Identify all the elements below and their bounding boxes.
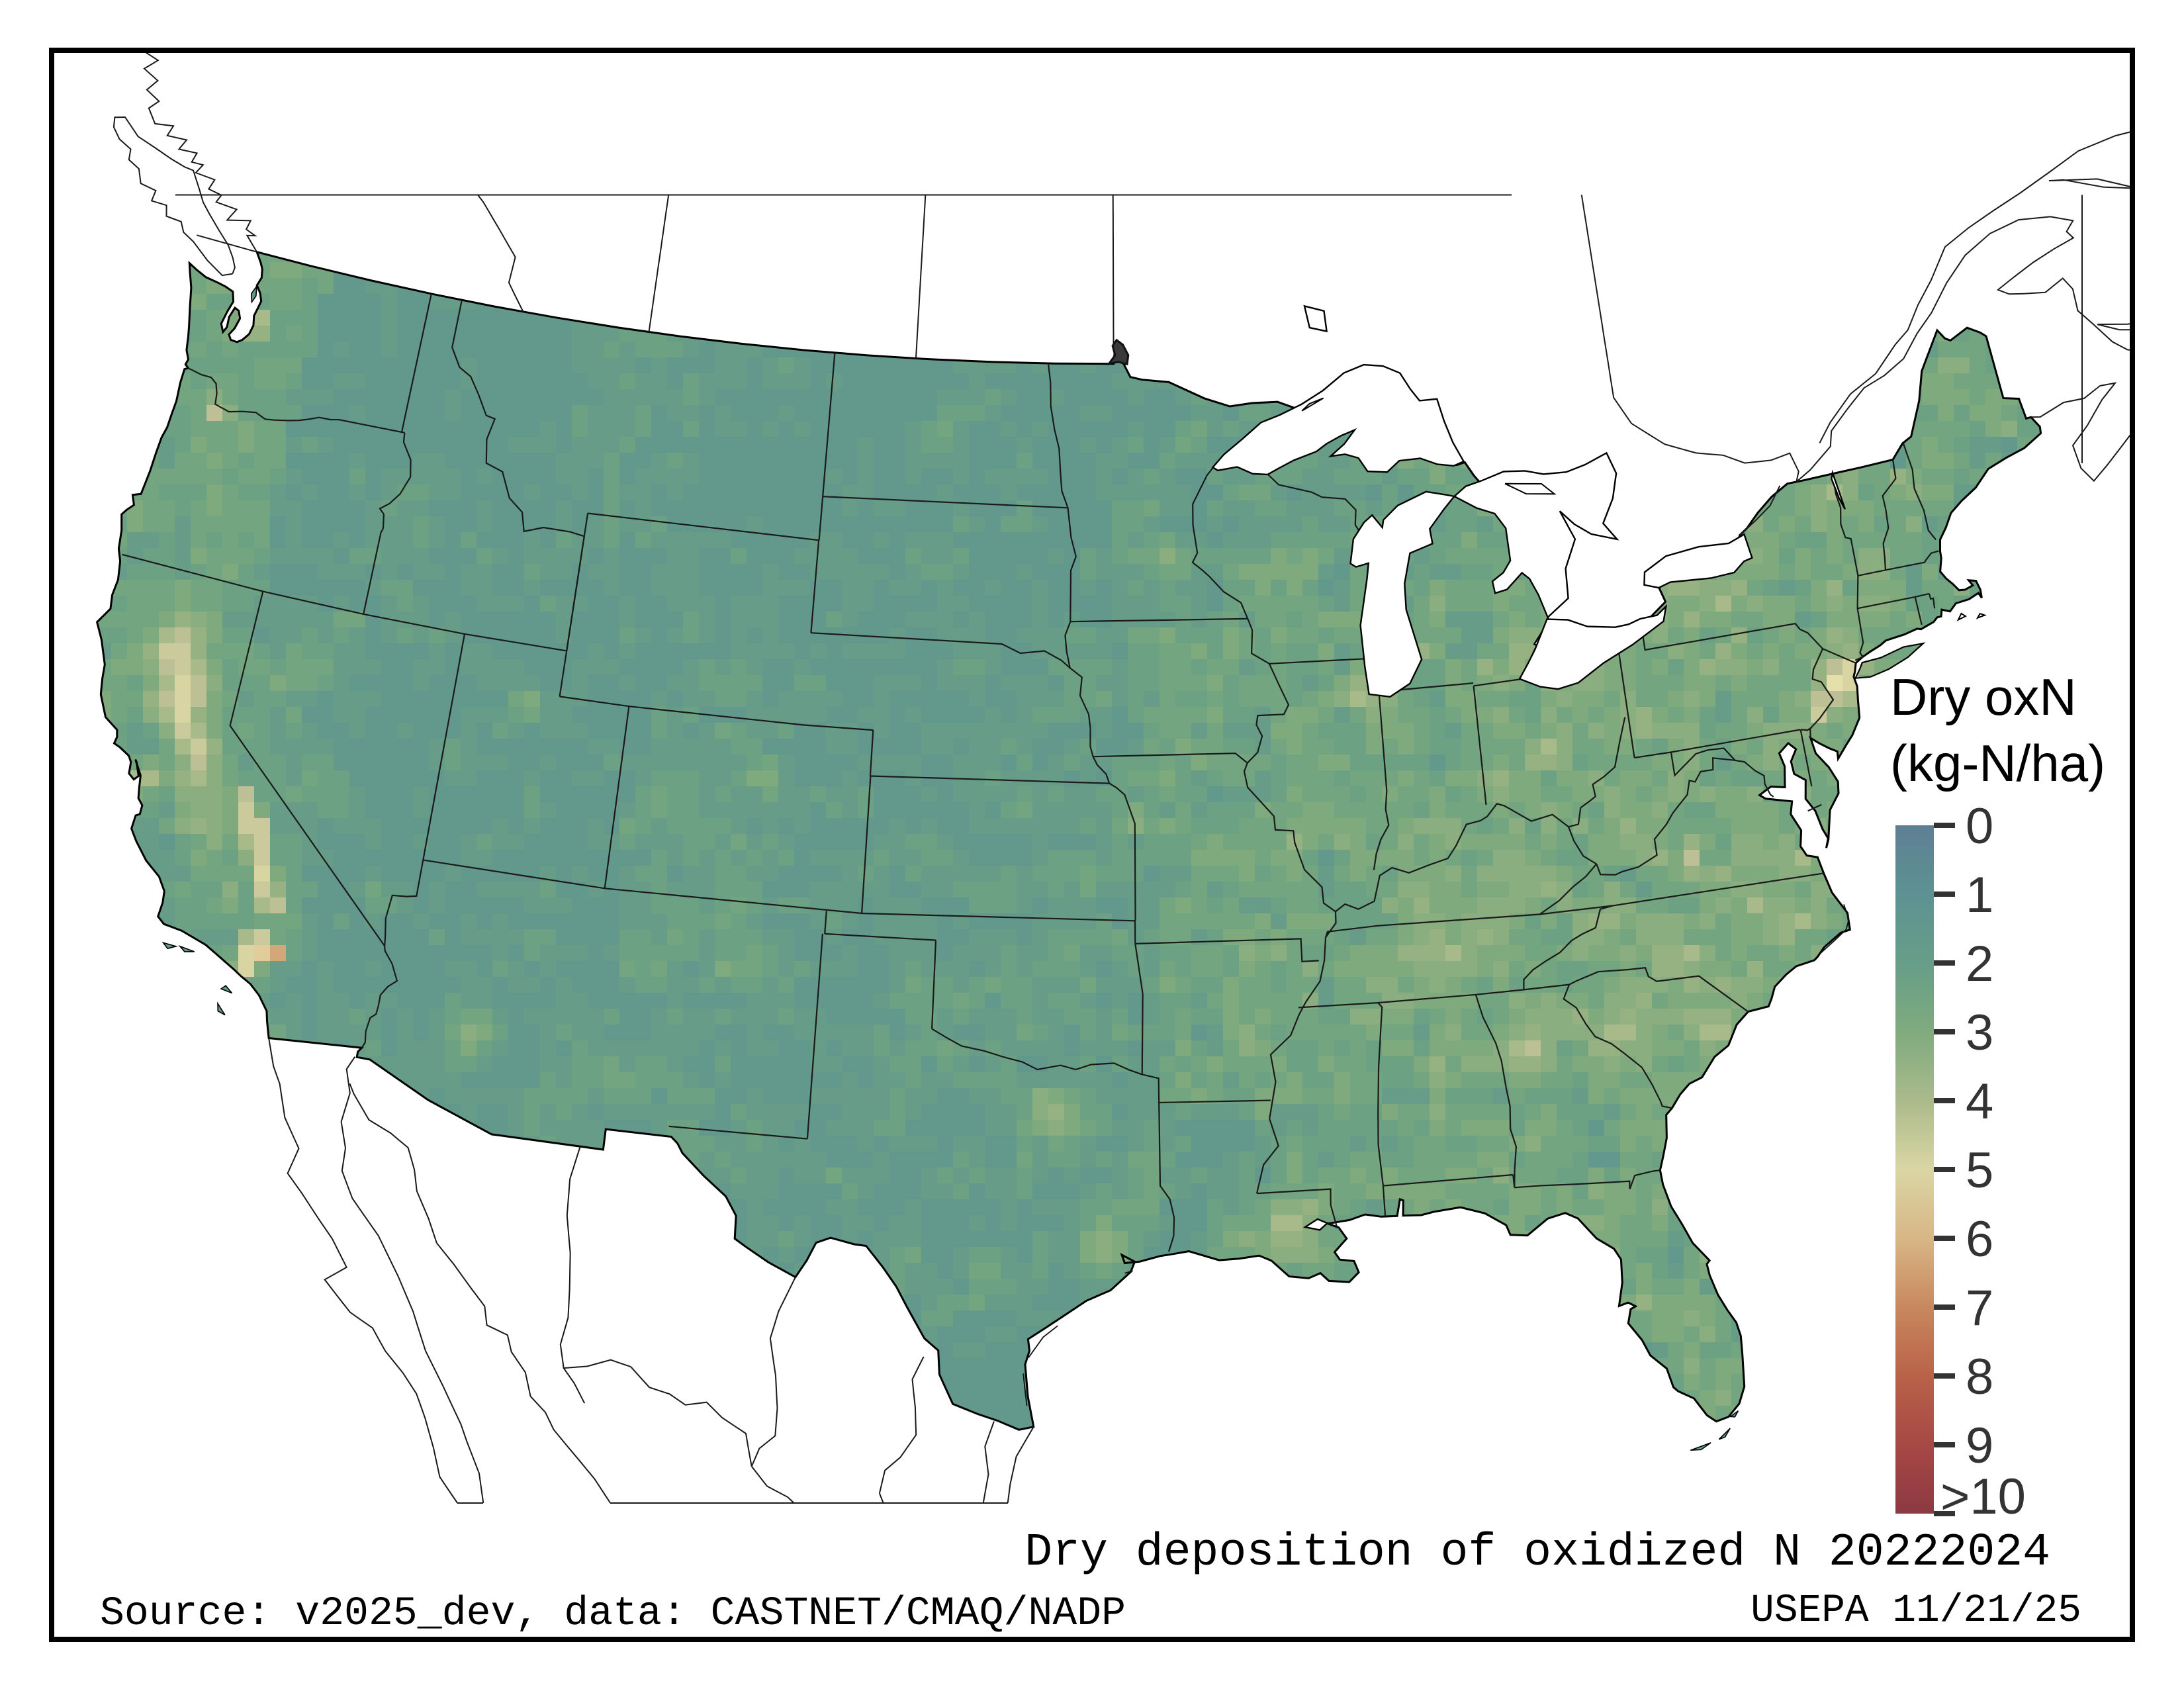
svg-text:2: 2 [1966, 936, 1993, 992]
svg-text:5: 5 [1966, 1142, 1993, 1199]
svg-text:Source: v2025_dev, data: CASTN: Source: v2025_dev, data: CASTNET/CMAQ/NA… [100, 1591, 1126, 1637]
svg-text:6: 6 [1966, 1211, 1993, 1267]
svg-text:4: 4 [1966, 1074, 1993, 1130]
svg-text:8: 8 [1966, 1349, 1993, 1405]
svg-text:3: 3 [1966, 1005, 1993, 1061]
svg-text:0: 0 [1966, 798, 1993, 854]
svg-text:7: 7 [1966, 1280, 1993, 1336]
svg-text:Dry deposition of oxidized N 2: Dry deposition of oxidized N 20222024 [1024, 1526, 2050, 1578]
svg-text:Dry oxN: Dry oxN [1890, 668, 2077, 726]
svg-text:USEPA 11/21/25: USEPA 11/21/25 [1751, 1588, 2081, 1633]
svg-text:(kg-N/ha): (kg-N/ha) [1890, 734, 2105, 792]
svg-text:9: 9 [1966, 1418, 1993, 1474]
svg-text:>10: >10 [1940, 1469, 2026, 1525]
svg-text:1: 1 [1966, 867, 1993, 923]
